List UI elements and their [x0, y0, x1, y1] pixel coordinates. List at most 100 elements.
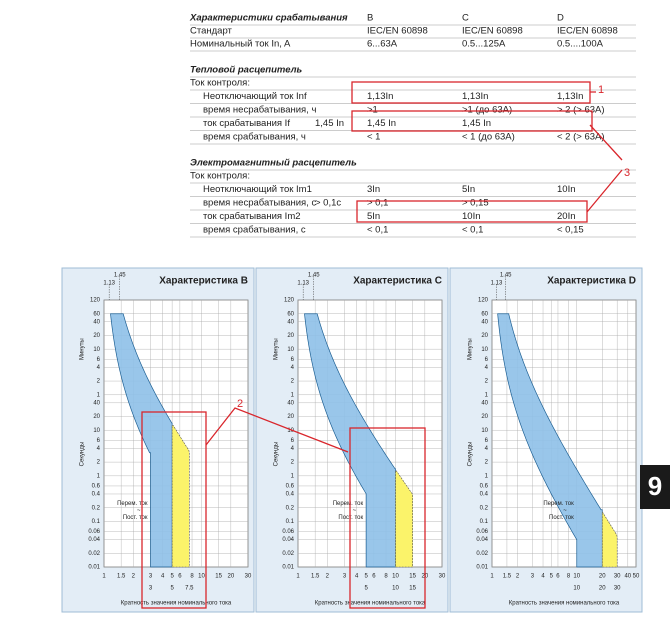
y-tick-label: 0.1 — [286, 519, 295, 525]
top-mark-label: 1.13 — [491, 281, 503, 287]
top-mark-label: 1.13 — [103, 281, 115, 287]
row-label: Стандарт — [190, 26, 233, 37]
y-tick-label: 4 — [485, 365, 489, 371]
row-label: ток срабатывания If — [203, 118, 290, 129]
cell: < 1 — [367, 132, 380, 143]
y-tick-label: 2 — [291, 379, 295, 385]
y-tick-label: 10 — [481, 347, 488, 353]
y-tick-label: 0.06 — [282, 529, 294, 535]
cell: IEC/EN 60898 — [462, 26, 523, 37]
y-tick-label: 0.6 — [92, 484, 101, 490]
x-tick-label: 20 — [599, 574, 606, 580]
y-tick-label: 6 — [485, 357, 489, 363]
cell: 1,45 In — [367, 118, 396, 129]
x-tick-label: 2 — [516, 574, 520, 580]
x-tick-label: 8 — [567, 574, 571, 580]
x-axis-label: Кратность значения номинального тока — [509, 601, 620, 607]
y-axis-label: Минуты — [274, 338, 280, 360]
cell: 5In — [462, 184, 475, 195]
x-tick-label: 15 — [409, 574, 416, 580]
annotation: 3 — [624, 167, 630, 179]
y-axis-label: Секунды — [274, 442, 280, 467]
section-subtitle: Ток контроля: — [190, 78, 250, 89]
cell: 3In — [367, 184, 380, 195]
legend-label: ~ — [137, 508, 141, 514]
x-tick-label: 30 — [245, 574, 252, 580]
y-tick-label: 0.01 — [88, 565, 100, 571]
x-tick-label: 8 — [190, 574, 194, 580]
range-mark: 10 — [573, 586, 580, 592]
x-tick-label: 8 — [384, 574, 388, 580]
cell: 1,45 In — [462, 118, 491, 129]
y-tick-label: 40 — [287, 400, 294, 406]
cell: 1,13In — [462, 91, 488, 102]
y-tick-label: 6 — [291, 438, 295, 444]
y-tick-label: 6 — [291, 357, 295, 363]
y-tick-label: 20 — [93, 333, 100, 339]
cell: >1 — [367, 105, 378, 116]
y-tick-label: 40 — [287, 319, 294, 325]
x-tick-label: 40 — [624, 574, 631, 580]
y-tick-label: 10 — [287, 347, 294, 353]
row-label: ток срабатывания Im2 — [203, 211, 301, 222]
y-tick-label: 0.1 — [92, 519, 101, 525]
x-axis-label: Кратность значения номинального тока — [121, 601, 232, 607]
x-tick-label: 10 — [573, 574, 580, 580]
x-tick-label: 5 — [364, 574, 368, 580]
y-tick-label: 0.4 — [480, 492, 489, 498]
row-label: Номинальный ток In, A — [190, 39, 291, 50]
row-label: время срабатывания, с — [203, 225, 306, 236]
y-tick-label: 120 — [478, 298, 489, 304]
dc-band — [395, 470, 413, 568]
legend-label: Перем. ток — [543, 501, 574, 507]
legend-label: Пост. ток — [549, 515, 574, 521]
y-axis-label: Минуты — [468, 338, 474, 360]
y-tick-label: 2 — [97, 460, 101, 466]
y-tick-label: 20 — [481, 333, 488, 339]
y-tick-label: 0.01 — [282, 565, 294, 571]
y-tick-label: 1 — [485, 473, 489, 479]
y-axis-label: Секунды — [80, 442, 86, 467]
section-subtitle: Ток контроля: — [190, 171, 250, 182]
x-tick-label: 1.5 — [503, 574, 512, 580]
cell: IEC/EN 60898 — [557, 26, 618, 37]
x-tick-label: 2 — [326, 574, 330, 580]
cell: 5In — [367, 211, 380, 222]
y-tick-label: 0.6 — [480, 484, 489, 490]
y-tick-label: 0.06 — [88, 529, 100, 535]
cell: 10In — [557, 184, 576, 195]
x-tick-label: 20 — [227, 574, 234, 580]
y-tick-label: 0.4 — [92, 492, 101, 498]
y-tick-label: 10 — [481, 428, 488, 434]
x-tick-label: 50 — [633, 574, 640, 580]
y-tick-label: 40 — [481, 319, 488, 325]
y-tick-label: 20 — [287, 333, 294, 339]
range-mark: 5 — [170, 586, 174, 592]
red-boxes — [141, 81, 623, 609]
range-mark: 30 — [614, 586, 621, 592]
cell: > 2 (> 63A) — [557, 105, 605, 116]
cell: IEC/EN 60898 — [367, 26, 428, 37]
y-tick-label: 20 — [93, 414, 100, 420]
x-tick-label: 1.5 — [117, 574, 126, 580]
top-mark-label: 1.45 — [114, 273, 126, 279]
column-header: C — [462, 13, 469, 24]
y-tick-label: 10 — [93, 428, 100, 434]
x-tick-label: 5 — [550, 574, 554, 580]
x-tick-label: 6 — [556, 574, 560, 580]
cell: < 1 (до 63A) — [462, 132, 515, 143]
cell: < 0,1 — [367, 225, 388, 236]
y-tick-label: 0.06 — [476, 529, 488, 535]
y-axis-label: Секунды — [468, 442, 474, 467]
x-tick-label: 2 — [132, 574, 136, 580]
column-header: D — [557, 13, 564, 24]
dc-band — [171, 425, 190, 568]
y-tick-label: 2 — [291, 460, 295, 466]
annotation: 2 — [237, 398, 243, 410]
x-tick-label: 30 — [614, 574, 621, 580]
cell: 1,13In — [557, 91, 583, 102]
x-tick-label: 15 — [215, 574, 222, 580]
dc-band — [601, 511, 618, 568]
x-axis-label: Кратность значения номинального тока — [315, 601, 426, 607]
y-tick-label: 10 — [287, 428, 294, 434]
